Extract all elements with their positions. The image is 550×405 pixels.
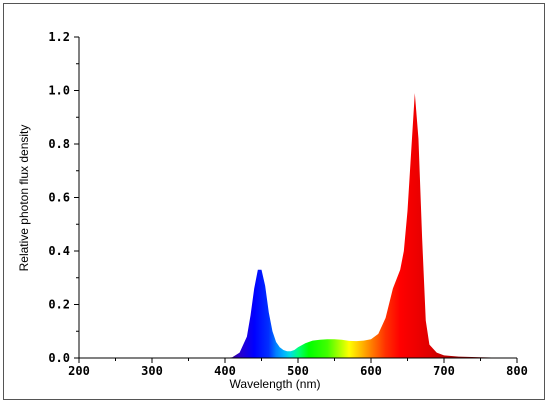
x-tick-label: 700 <box>433 364 455 378</box>
axes <box>78 37 517 359</box>
y-tick-label: 0.2 <box>48 298 70 312</box>
x-axis-ticks: 200 300 400 500 600 700 800 <box>68 358 528 378</box>
y-tick-label: 0.8 <box>48 137 70 151</box>
x-tick-label: 600 <box>360 364 382 378</box>
y-axis-ticks: 0.0 0.2 0.4 0.6 0.8 1.0 1.2 <box>48 30 79 365</box>
chart-frame <box>3 3 545 400</box>
y-tick-label: 0.4 <box>48 244 70 258</box>
x-axis-label: Wavelength (nm) <box>230 377 321 391</box>
y-axis-label: Relative photon flux density <box>17 125 31 272</box>
y-tick-label: 0.0 <box>48 351 70 365</box>
x-tick-label: 300 <box>141 364 163 378</box>
x-tick-label: 200 <box>68 364 90 378</box>
y-tick-label: 1.2 <box>48 30 70 44</box>
x-tick-label: 500 <box>287 364 309 378</box>
y-tick-label: 1.0 <box>48 84 70 98</box>
y-tick-label: 0.6 <box>48 191 70 205</box>
x-tick-label: 800 <box>506 364 528 378</box>
spectrum-area <box>225 93 517 359</box>
x-tick-label: 400 <box>214 364 236 378</box>
